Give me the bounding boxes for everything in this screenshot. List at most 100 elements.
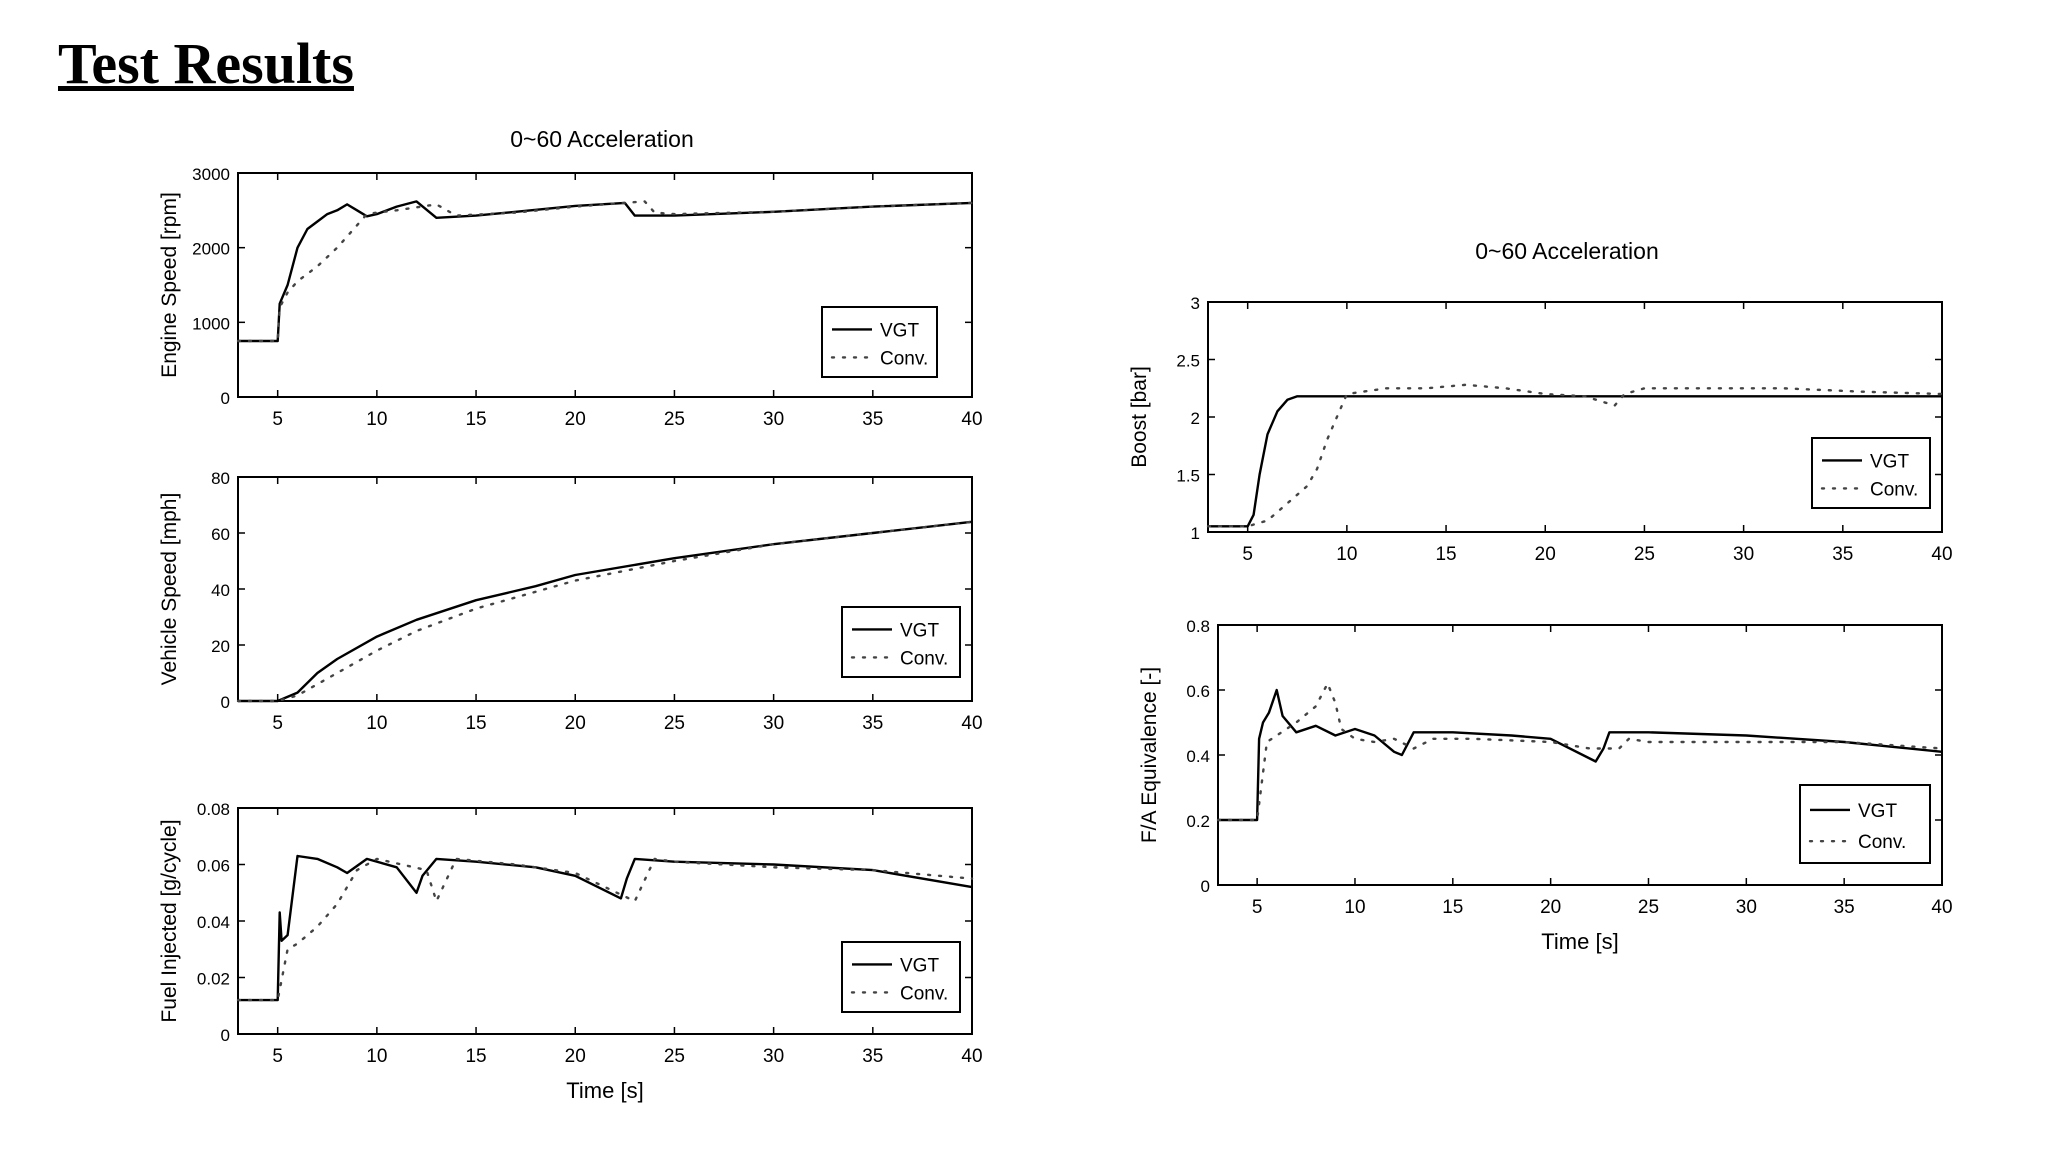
x-tick-label: 20	[565, 1046, 586, 1067]
y-tick-label: 1.5	[1176, 467, 1200, 486]
y-axis-label: Engine Speed [rpm]	[158, 192, 181, 378]
x-tick-label: 5	[272, 713, 283, 734]
x-tick-label: 40	[961, 713, 982, 734]
legend-label: VGT	[900, 620, 939, 641]
series-line-conv	[236, 857, 974, 1002]
y-tick-label: 60	[211, 525, 230, 544]
y-axis-label: Boost [bar]	[1128, 366, 1151, 468]
y-tick-label: 0.02	[197, 970, 230, 989]
legend: VGT Conv.	[1811, 437, 1931, 509]
y-axis-label: Fuel Injected [g/cycle]	[158, 819, 181, 1022]
y-tick-label: 0	[1201, 877, 1210, 896]
legend-label: VGT	[880, 320, 919, 341]
y-tick-label: 3	[1191, 294, 1200, 313]
y-axis-label: Vehicle Speed [mph]	[158, 493, 181, 686]
y-tick-label: 0.4	[1186, 747, 1210, 766]
x-tick-label: 35	[862, 409, 883, 430]
page-title: Test Results	[58, 31, 354, 96]
y-tick-label: 2000	[192, 240, 230, 259]
x-tick-label: 5	[1252, 897, 1263, 918]
legend-box	[821, 306, 938, 378]
x-tick-label: 30	[763, 713, 784, 734]
legend-label: Conv.	[1858, 832, 1906, 853]
y-tick-label: 0.06	[197, 857, 230, 876]
legend-box	[841, 941, 961, 1013]
x-tick-label: 30	[1736, 897, 1757, 918]
x-tick-label: 20	[1535, 544, 1556, 565]
x-tick-label: 15	[465, 1046, 486, 1067]
legend-label: VGT	[1858, 801, 1897, 822]
x-tick-label: 40	[961, 409, 982, 430]
x-axis-label: Time [s]	[566, 1078, 643, 1103]
x-tick-label: 15	[465, 409, 486, 430]
legend-label: VGT	[900, 955, 939, 976]
series-line-vgt	[238, 520, 973, 703]
plot-frame	[237, 172, 973, 398]
x-tick-label: 30	[763, 1046, 784, 1067]
legend: VGT Conv.	[841, 941, 961, 1013]
y-tick-label: 2.5	[1176, 352, 1200, 371]
y-tick-label: 0	[221, 1026, 230, 1045]
x-tick-label: 25	[1634, 544, 1655, 565]
x-tick-label: 15	[465, 713, 486, 734]
y-tick-label: 3000	[192, 165, 230, 184]
series-line-vgt	[1208, 395, 1942, 528]
y-tick-label: 2	[1191, 409, 1200, 428]
x-tick-label: 40	[1931, 897, 1952, 918]
y-tick-label: 0.08	[197, 800, 230, 819]
y-tick-label: 20	[211, 637, 230, 656]
x-tick-label: 25	[664, 1046, 685, 1067]
x-tick-label: 15	[1442, 897, 1463, 918]
x-tick-label: 25	[1638, 897, 1659, 918]
x-tick-label: 20	[565, 409, 586, 430]
x-tick-label: 20	[1540, 897, 1561, 918]
x-tick-label: 10	[1344, 897, 1365, 918]
y-tick-label: 0	[221, 389, 230, 408]
y-tick-label: 80	[211, 469, 230, 488]
x-tick-label: 15	[1435, 544, 1456, 565]
figure-title-left: 0~60 Acceleration	[510, 126, 694, 152]
y-axis-label: F/A Equivalence [-]	[1138, 667, 1161, 843]
legend-label: Conv.	[1870, 479, 1918, 500]
legend: VGT Conv.	[1799, 784, 1931, 864]
series-line-conv	[1206, 383, 1944, 528]
fa-equivalence-plot: 5 10 15 20 25 30 35 40 0 0.2 0.4 0.6 0.8 F/A Equivale…	[1138, 617, 1953, 954]
x-tick-label: 10	[366, 713, 387, 734]
x-tick-label: 10	[366, 409, 387, 430]
legend-box	[841, 606, 961, 678]
series-line-vgt	[1218, 688, 1943, 822]
legend-box	[1799, 784, 1931, 864]
x-tick-label: 20	[565, 713, 586, 734]
x-tick-label: 40	[961, 1046, 982, 1067]
series-line-conv	[1216, 682, 1944, 822]
legend: VGT Conv.	[821, 306, 938, 378]
x-tick-label: 30	[763, 409, 784, 430]
y-tick-label: 1000	[192, 314, 230, 333]
x-tick-label: 35	[1834, 897, 1855, 918]
x-tick-label: 35	[1832, 544, 1853, 565]
x-tick-label: 5	[1242, 544, 1253, 565]
figure-title-right: 0~60 Acceleration	[1475, 238, 1659, 264]
x-tick-label: 30	[1733, 544, 1754, 565]
x-tick-label: 40	[1931, 544, 1952, 565]
y-tick-label: 0	[221, 693, 230, 712]
x-tick-label: 10	[1336, 544, 1357, 565]
x-tick-label: 5	[272, 1046, 283, 1067]
legend-label: Conv.	[900, 648, 948, 669]
y-tick-label: 0.2	[1186, 812, 1210, 831]
x-tick-label: 10	[366, 1046, 387, 1067]
series-line-vgt	[238, 200, 973, 343]
y-tick-label: 0.8	[1186, 617, 1210, 636]
x-tick-label: 35	[862, 1046, 883, 1067]
y-tick-label: 0.6	[1186, 682, 1210, 701]
x-tick-label: 25	[664, 409, 685, 430]
boost-plot: 5 10 15 20 25 30 35 40 1 1.5 2 2.5 3 Boost [bar] VGT Co…	[1128, 294, 1953, 565]
y-tick-label: 40	[211, 581, 230, 600]
fuel-injected-plot: 5 10 15 20 25 30 35 40 0 0.02 0.04 0.06 0.08 Fuel Inj…	[158, 800, 983, 1103]
vehicle-speed-plot: 5 10 15 20 25 30 35 40 0 20 40 60 80 Vehicle Speed [m…	[158, 469, 983, 734]
legend-label: VGT	[1870, 451, 1909, 472]
series-line-conv	[236, 200, 974, 343]
y-tick-label: 0.04	[197, 913, 230, 932]
x-tick-label: 35	[862, 713, 883, 734]
